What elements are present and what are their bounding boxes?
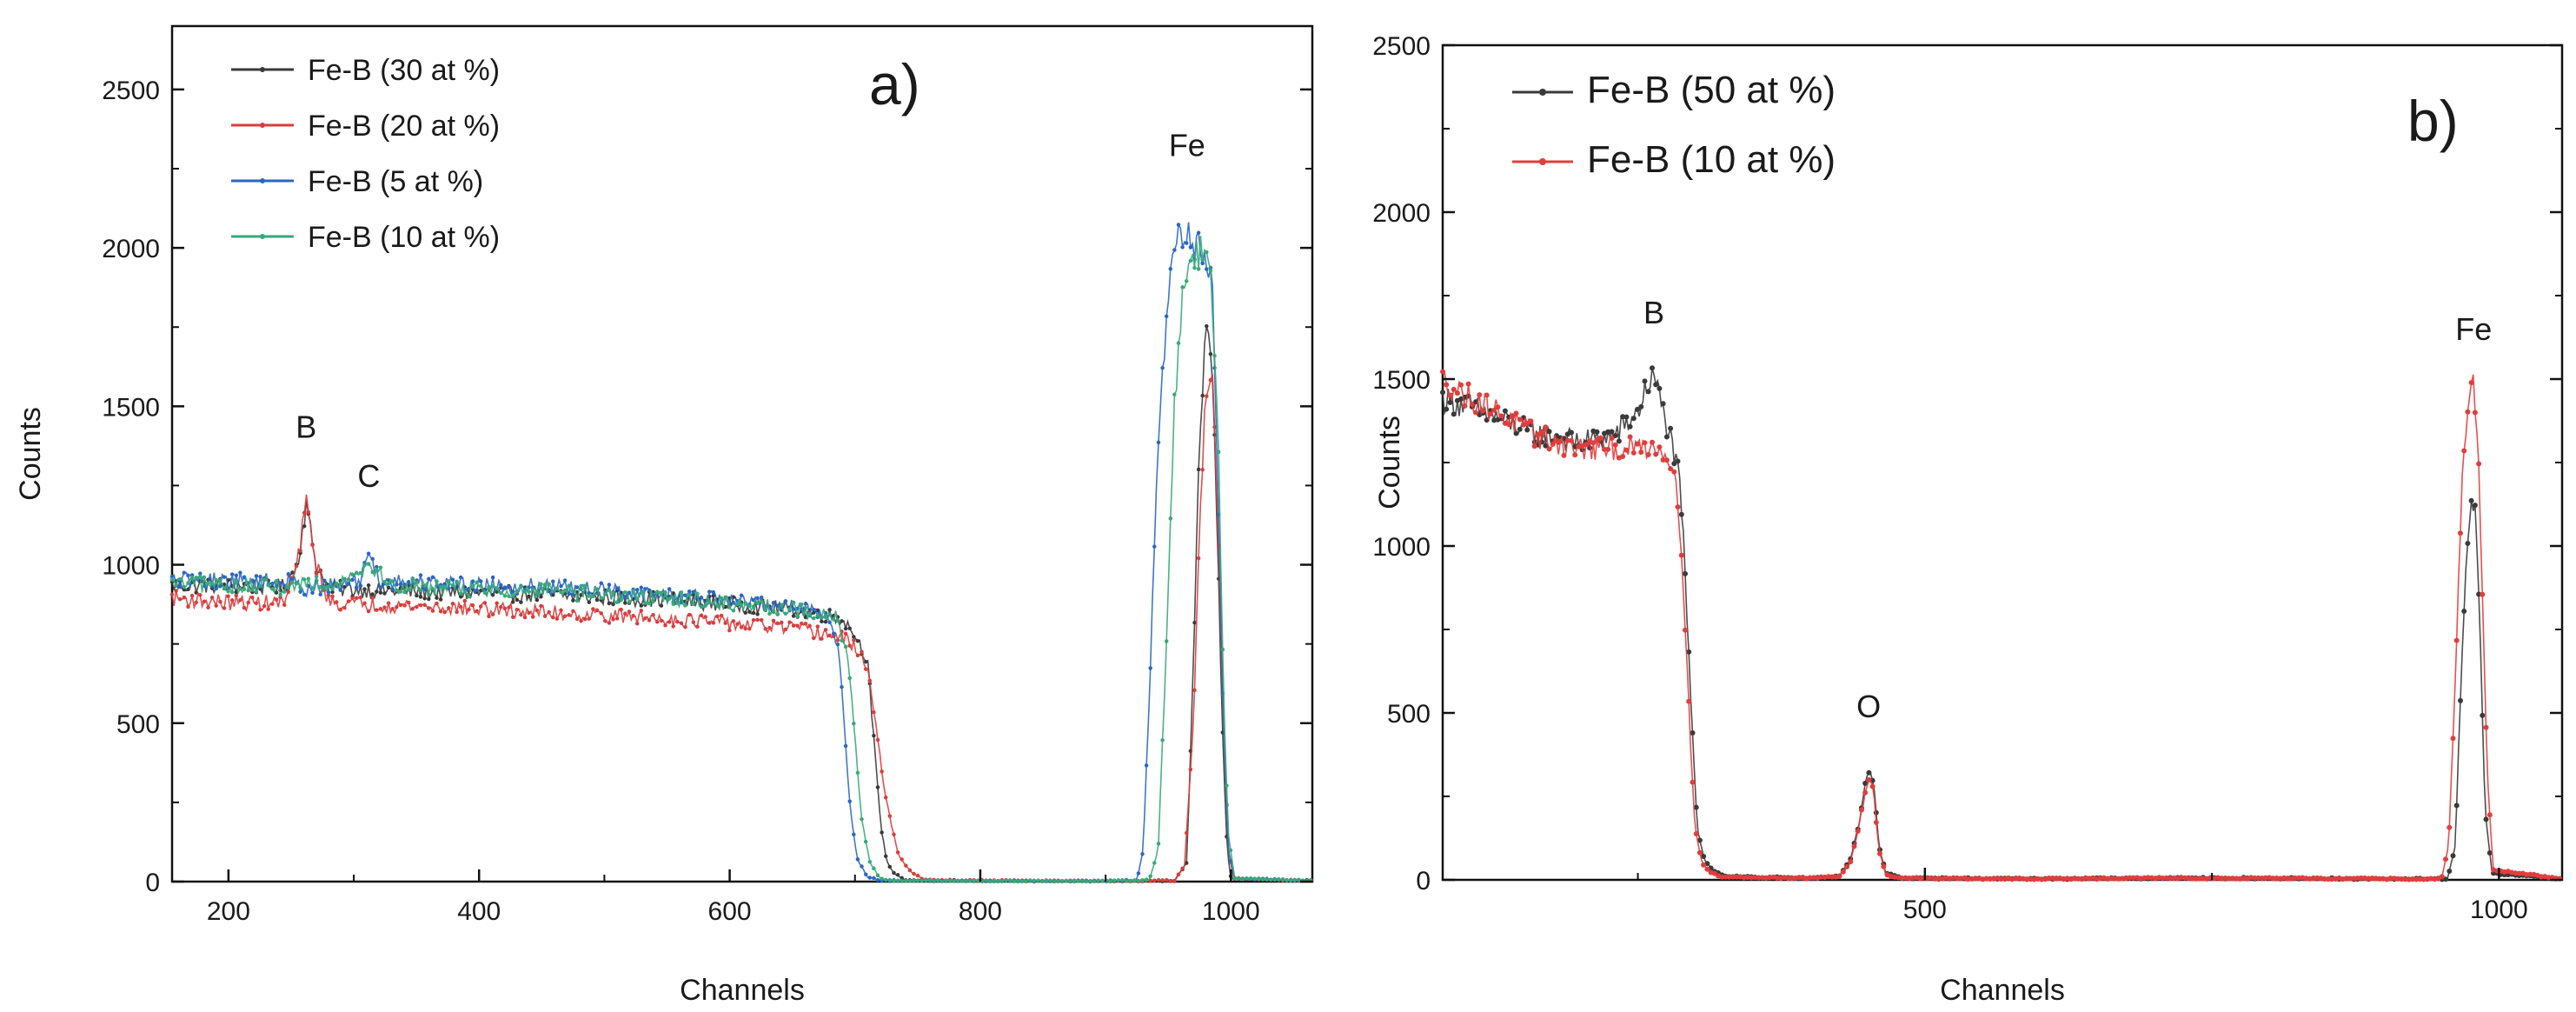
y-tick-label: 1000 bbox=[102, 552, 160, 581]
peak-label: B bbox=[295, 409, 316, 445]
y-axis-ticks: 0 500 1000 1500 2000 2500 bbox=[1372, 32, 2562, 895]
y-tick-label: 500 bbox=[1387, 700, 1431, 729]
x-axis-ticks: 500 1000 bbox=[1637, 868, 2528, 924]
legend-item: Fe-B (20 at %) bbox=[231, 110, 500, 143]
legend-item: Fe-B (10 at %) bbox=[231, 221, 500, 254]
y-tick-label: 0 bbox=[1416, 867, 1431, 895]
y-axis-title: Counts bbox=[1373, 416, 1406, 509]
legend-label: Fe-B (20 at %) bbox=[308, 110, 500, 143]
y-axis-ticks: 0 500 1000 1500 2000 2500 bbox=[102, 77, 1312, 897]
y-tick-label: 2000 bbox=[1372, 199, 1431, 228]
y-tick-label: 2000 bbox=[102, 235, 160, 263]
legend-label: Fe-B (10 at %) bbox=[308, 221, 500, 254]
plot-frame bbox=[170, 24, 1314, 883]
legend-marker bbox=[1539, 89, 1546, 96]
peak-annotations: B C Fe bbox=[295, 127, 1205, 494]
y-tick-label: 2500 bbox=[1372, 32, 1431, 61]
series-markers bbox=[169, 250, 1313, 884]
legend-marker bbox=[260, 234, 265, 239]
legend-item: Fe-B (5 at %) bbox=[231, 165, 483, 198]
x-tick-label: 600 bbox=[708, 897, 752, 926]
y-tick-label: 1500 bbox=[102, 393, 160, 422]
x-tick-label: 500 bbox=[1903, 895, 1947, 924]
legend-label: Fe-B (50 at %) bbox=[1587, 69, 1836, 111]
panel-label: a) bbox=[869, 52, 920, 117]
x-tick-label: 400 bbox=[457, 897, 501, 926]
x-tick-label: 1000 bbox=[1202, 897, 1260, 926]
y-tick-label: 500 bbox=[116, 710, 160, 739]
legend-label: Fe-B (30 at %) bbox=[308, 54, 500, 87]
peak-label: O bbox=[1856, 689, 1881, 724]
legend: Fe-B (30 at %) Fe-B (20 at %) Fe-B (5 at %… bbox=[231, 54, 500, 254]
x-tick-label: 1000 bbox=[2470, 895, 2528, 924]
series-layer bbox=[169, 222, 1313, 884]
peak-label: C bbox=[357, 458, 380, 494]
x-axis-title: Channels bbox=[1940, 974, 2065, 1007]
y-tick-label: 0 bbox=[145, 869, 160, 897]
peak-annotations: B O Fe bbox=[1643, 295, 2492, 724]
y-axis-title: Counts bbox=[14, 407, 47, 501]
x-axis-ticks: 200 400 600 800 1000 bbox=[207, 869, 1260, 926]
y-tick-label: 2500 bbox=[102, 77, 160, 105]
chart-panel-a: 200 400 600 800 1000 0 500 1000 1500 2000 2500 B C… bbox=[14, 24, 1314, 1007]
y-tick-label: 1000 bbox=[1372, 533, 1431, 562]
panel-label: b) bbox=[2407, 89, 2459, 153]
legend-marker bbox=[260, 123, 265, 128]
series-fe-b-10-at- bbox=[1440, 369, 2563, 882]
legend-item: Fe-B (50 at %) bbox=[1512, 69, 1836, 111]
series-layer bbox=[1440, 365, 2563, 882]
x-tick-label: 800 bbox=[959, 897, 1002, 926]
legend-marker bbox=[260, 178, 265, 183]
legend-item: Fe-B (30 at %) bbox=[231, 54, 500, 87]
y-tick-label: 1500 bbox=[1372, 366, 1431, 395]
x-tick-label: 200 bbox=[207, 897, 250, 926]
legend: Fe-B (50 at %) Fe-B (10 at %) bbox=[1512, 69, 1836, 181]
peak-label: B bbox=[1643, 295, 1664, 330]
legend-item: Fe-B (10 at %) bbox=[1512, 138, 1836, 181]
series-fe-b-10-at- bbox=[169, 236, 1313, 884]
legend-label: Fe-B (5 at %) bbox=[308, 165, 483, 198]
x-axis-title: Channels bbox=[680, 974, 805, 1007]
legend-label: Fe-B (10 at %) bbox=[1587, 138, 1836, 181]
plot-frame bbox=[1441, 43, 2564, 882]
peak-label: Fe bbox=[1169, 127, 1205, 163]
peak-label: Fe bbox=[2455, 311, 2492, 347]
series-markers bbox=[1440, 369, 2563, 882]
legend-marker bbox=[260, 67, 265, 72]
legend-marker bbox=[1539, 158, 1546, 165]
chart-panel-b: 500 1000 0 500 1000 1500 2000 2500 B O Fe Channe… bbox=[1372, 32, 2564, 1007]
